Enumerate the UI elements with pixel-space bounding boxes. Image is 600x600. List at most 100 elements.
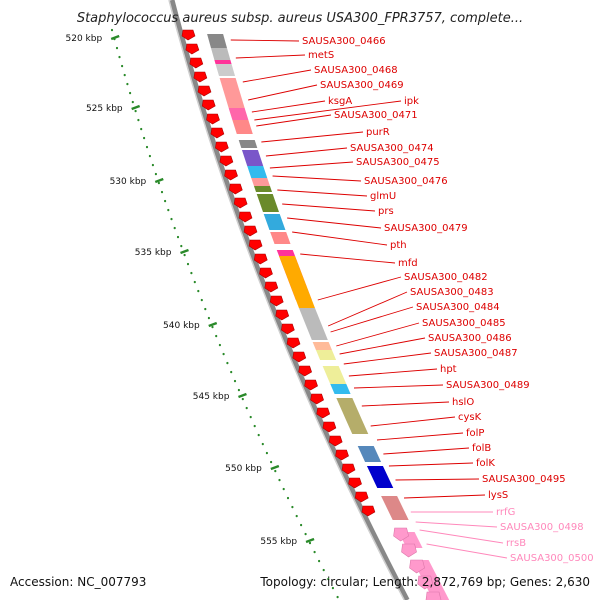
gene-block (210, 48, 231, 60)
gene-leader-line (415, 521, 498, 528)
gene-label[interactable]: hslO (452, 397, 474, 408)
track-layer (168, 0, 450, 600)
gene-block (270, 232, 291, 244)
gene-block (247, 166, 268, 178)
gene-leader-line (248, 84, 318, 101)
cds-arrow (304, 379, 318, 391)
gene-label[interactable]: SAUSA300_0484 (416, 302, 500, 313)
gene-leader-line (235, 54, 306, 59)
scale-tick-label: 550 kbp (225, 464, 262, 474)
backbone-highlight (168, 0, 405, 600)
cds-arrow (210, 127, 225, 139)
cds-arrow (193, 71, 208, 83)
cds-arrow (275, 309, 290, 321)
cds-arrow (264, 281, 279, 293)
gene-leader-line (265, 147, 348, 157)
gene-leader-line (343, 352, 432, 365)
gene-leader-line (348, 368, 438, 377)
gene-label[interactable]: rrsB (506, 538, 526, 549)
cds-arrow (316, 407, 331, 419)
gene-label[interactable]: SAUSA300_0482 (404, 272, 488, 283)
scale-tick-label: 525 kbp (86, 104, 123, 114)
gene-label[interactable]: SAUSA300_0468 (314, 65, 398, 76)
gene-label-layer: SAUSA300_0466 metS SAUSA300_0468 SAUSA300_0… (230, 36, 594, 564)
scale-layer: 520 kbp 525 kbp 530 kbp 535 kbp 540 kbp 545 k… (66, 28, 339, 599)
gene-block (253, 186, 273, 192)
gene-label[interactable]: folP (466, 428, 484, 439)
gene-block (228, 108, 249, 120)
gene-label[interactable]: purR (366, 127, 390, 138)
gene-label[interactable]: mfd (398, 258, 418, 269)
gene-label[interactable]: cysK (458, 412, 482, 423)
gene-label[interactable]: glmU (370, 191, 396, 202)
scale-tick (110, 34, 120, 41)
gene-leader-line (336, 322, 420, 347)
scale-tick (180, 248, 189, 255)
scale-tick (208, 321, 218, 328)
scale-tick (238, 392, 247, 399)
cds-arrow (185, 43, 200, 55)
gene-leader-line (327, 291, 408, 327)
gene-label[interactable]: ksgA (328, 96, 352, 107)
gene-label[interactable]: SAUSA300_0476 (364, 176, 448, 187)
gene-leader-line (383, 447, 470, 455)
gene-label[interactable]: SAUSA300_0487 (434, 348, 518, 359)
gene-label[interactable]: folK (476, 458, 495, 469)
gene-label[interactable]: folB (472, 443, 491, 454)
gene-label[interactable]: SAUSA300_0498 (500, 522, 584, 533)
genome-summary-text: Topology: circular; Length: 2,872,769 bp… (259, 575, 590, 589)
cds-arrow (181, 29, 196, 41)
gene-leader-line (272, 175, 362, 182)
gene-leader-line (251, 100, 326, 113)
scale-tick-label: 520 kbp (66, 34, 103, 44)
gene-label[interactable]: SAUSA300_0471 (334, 110, 418, 121)
scale-tick (270, 464, 280, 471)
gene-label[interactable]: SAUSA300_0479 (384, 223, 468, 234)
gene-block (366, 466, 394, 488)
cds-arrow (224, 169, 238, 181)
gene-block (219, 78, 245, 108)
cds-arrow (348, 477, 362, 489)
gene-label[interactable]: prs (378, 206, 394, 217)
gene-block (241, 150, 264, 166)
gene-label[interactable]: SAUSA300_0483 (410, 287, 494, 298)
scale-tick-label: 545 kbp (193, 392, 230, 402)
rna-arrow (425, 591, 442, 600)
gene-block (214, 60, 232, 64)
gene-label[interactable]: SAUSA300_0474 (350, 143, 434, 154)
cds-arrow (243, 225, 258, 237)
gene-label[interactable]: SAUSA300_0485 (422, 318, 506, 329)
gene-label[interactable]: SAUSA300_0486 (428, 333, 512, 344)
cds-arrow (286, 337, 301, 349)
scale-tick-label: 540 kbp (163, 321, 200, 331)
rna-arrow (409, 559, 425, 574)
gene-label[interactable]: metS (308, 50, 334, 61)
cds-arrow (253, 253, 268, 265)
gene-label[interactable]: hpt (440, 364, 457, 375)
gene-leader-line (282, 203, 376, 212)
gene-label[interactable]: SAUSA300_0469 (320, 80, 404, 91)
gene-label[interactable]: rrfG (496, 507, 515, 518)
cds-arrow (206, 113, 220, 125)
gene-label[interactable]: pth (390, 240, 407, 251)
scale-tick (305, 537, 315, 544)
scale-tick-label: 555 kbp (260, 537, 297, 547)
cds-arrow (233, 197, 248, 209)
gene-label[interactable]: SAUSA300_0500 (510, 553, 594, 564)
cds-arrow (310, 393, 324, 405)
gene-leader-line (277, 189, 368, 197)
gene-label[interactable]: ipk (404, 96, 419, 107)
gene-label[interactable]: SAUSA300_0489 (446, 380, 530, 391)
gene-label[interactable]: SAUSA300_0475 (356, 157, 440, 168)
cds-arrow (328, 435, 343, 447)
gene-block (357, 446, 382, 462)
cds-arrow (228, 183, 243, 195)
gene-block (312, 342, 332, 350)
gene-label[interactable]: SAUSA300_0466 (302, 36, 386, 47)
gene-label[interactable]: lysS (488, 490, 508, 501)
cds-arrow (341, 463, 356, 475)
cds-arrow (197, 85, 212, 97)
gene-label[interactable]: SAUSA300_0495 (482, 474, 566, 485)
cds-arrow (298, 365, 312, 377)
